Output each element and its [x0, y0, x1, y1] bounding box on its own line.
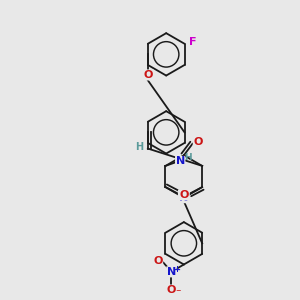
Text: N: N [179, 193, 188, 203]
Text: H: H [136, 142, 144, 152]
Text: O: O [180, 190, 189, 200]
Text: O: O [144, 70, 153, 80]
Text: O: O [167, 285, 176, 295]
Text: +: + [173, 265, 180, 274]
Text: O: O [178, 190, 188, 200]
Text: H: H [184, 154, 191, 163]
Text: O: O [193, 137, 203, 147]
Text: N: N [176, 157, 185, 166]
Text: ⁻: ⁻ [175, 288, 181, 298]
Text: N: N [167, 267, 176, 277]
Text: F: F [189, 37, 196, 47]
Text: O: O [153, 256, 163, 266]
